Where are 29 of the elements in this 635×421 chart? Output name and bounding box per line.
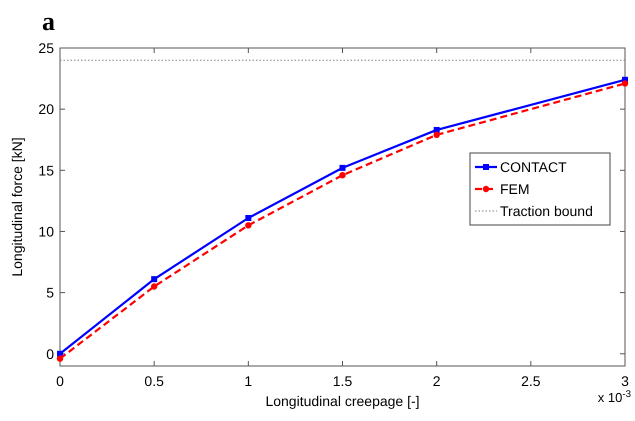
text: x 10$^{-3}$ xyxy=(598,388,631,405)
point xyxy=(339,172,346,178)
x-tick-label: 2.5 xyxy=(521,373,541,389)
point xyxy=(340,164,346,171)
point xyxy=(622,80,628,87)
x-axis-title: Longitudinal creepage [-] xyxy=(265,393,420,409)
y-axis-title: Longitudinal force [kN] xyxy=(9,137,25,277)
legend-label: CONTACT xyxy=(500,159,568,175)
point xyxy=(433,132,440,138)
y-tick-label: 15 xyxy=(38,162,54,178)
point xyxy=(245,215,252,222)
x-tick-label: 1 xyxy=(244,373,252,389)
point xyxy=(151,276,158,282)
legend-label: Traction bound xyxy=(500,203,593,219)
x-tick-label: 2 xyxy=(432,373,441,389)
point xyxy=(150,283,158,290)
y-tick-label: 0 xyxy=(46,346,54,362)
x-tick-label: 1.5 xyxy=(332,373,352,389)
point xyxy=(56,355,64,362)
y-tick-label: 20 xyxy=(38,101,54,118)
y-tick-label: 10 xyxy=(38,223,54,240)
y-tick-label: 25 xyxy=(38,40,54,56)
x-tick-label: 0 xyxy=(56,373,64,389)
x-tick-label: 3 xyxy=(621,373,630,389)
x-tick-label: 0.5 xyxy=(144,373,164,389)
legend-label: FEM xyxy=(500,181,530,197)
point xyxy=(245,222,252,229)
chart-title: a xyxy=(42,7,55,36)
y-tick-label: 5 xyxy=(46,284,54,301)
